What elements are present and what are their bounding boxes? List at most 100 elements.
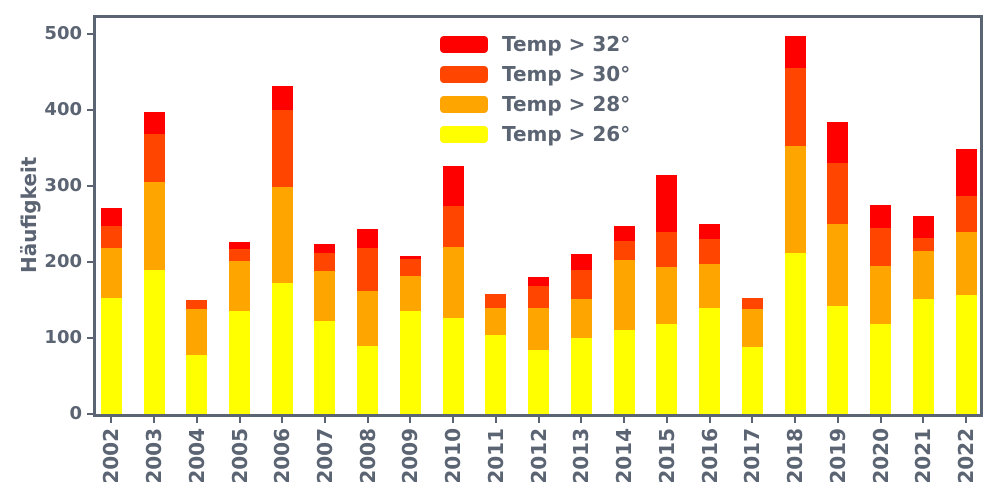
bar-segment bbox=[613, 260, 635, 330]
bar-2017 bbox=[741, 298, 763, 414]
x-tick-mark bbox=[366, 417, 369, 423]
x-tick-label: 2011 bbox=[483, 428, 508, 484]
x-tick-label: 2014 bbox=[612, 428, 637, 484]
bars-layer bbox=[96, 18, 980, 414]
bar-segment bbox=[955, 195, 977, 232]
bar-segment bbox=[656, 267, 678, 325]
bar-segment bbox=[100, 208, 122, 227]
bar-segment bbox=[528, 308, 550, 351]
bar-segment bbox=[100, 247, 122, 298]
x-tick-mark bbox=[922, 417, 925, 423]
bar-segment bbox=[485, 308, 507, 335]
x-tick-label: 2020 bbox=[868, 428, 893, 484]
x-tick-label: 2003 bbox=[142, 428, 167, 484]
bar-segment bbox=[656, 231, 678, 268]
bar-segment bbox=[528, 285, 550, 309]
bar-segment bbox=[271, 85, 293, 110]
bar-segment bbox=[399, 258, 421, 277]
x-tick-mark bbox=[452, 417, 455, 423]
bar-segment bbox=[570, 270, 592, 300]
legend-swatch bbox=[440, 96, 488, 113]
bar-segment bbox=[229, 310, 250, 414]
bar-2018 bbox=[784, 35, 806, 414]
x-tick-label: 2004 bbox=[184, 428, 209, 484]
bar-segment bbox=[100, 297, 122, 414]
bar-2004 bbox=[186, 300, 208, 414]
bar-segment bbox=[271, 110, 293, 187]
x-tick-label: 2013 bbox=[569, 428, 594, 484]
x-tick-label: 2012 bbox=[526, 428, 551, 484]
x-tick-mark bbox=[238, 417, 241, 423]
bar-segment bbox=[186, 354, 208, 414]
bar-segment bbox=[399, 311, 421, 414]
bar-2022 bbox=[955, 148, 977, 414]
bar-segment bbox=[399, 276, 421, 312]
bar-2019 bbox=[827, 122, 849, 414]
bar-segment bbox=[442, 246, 464, 319]
x-tick-label: 2015 bbox=[654, 428, 679, 484]
bar-2020 bbox=[870, 205, 892, 414]
bar-2016 bbox=[699, 224, 721, 414]
bar-2012 bbox=[528, 277, 550, 414]
bar-2003 bbox=[143, 111, 165, 414]
bar-2010 bbox=[442, 166, 464, 414]
x-tick-label: 2021 bbox=[911, 428, 936, 484]
legend: Temp > 32° Temp > 30° Temp > 28° Temp > 26° bbox=[440, 32, 631, 156]
x-tick-mark bbox=[494, 417, 497, 423]
bar-segment bbox=[485, 293, 507, 309]
x-tick-mark bbox=[965, 417, 967, 423]
bar-2013 bbox=[570, 253, 592, 414]
bar-segment bbox=[955, 148, 977, 196]
bar-segment bbox=[357, 345, 379, 414]
x-tick-label: 2018 bbox=[783, 428, 808, 484]
bar-2006 bbox=[271, 85, 293, 414]
bar-segment bbox=[570, 299, 592, 338]
bar-2002 bbox=[100, 208, 122, 414]
bar-segment bbox=[229, 249, 250, 262]
legend-row: Temp > 26° bbox=[440, 122, 631, 146]
bar-segment bbox=[143, 182, 165, 270]
x-tick-mark bbox=[153, 417, 156, 423]
bar-segment bbox=[442, 205, 464, 247]
bar-2007 bbox=[314, 243, 336, 414]
bar-2014 bbox=[613, 226, 635, 414]
legend-swatch bbox=[440, 66, 488, 83]
bar-segment bbox=[271, 282, 293, 414]
bar-segment bbox=[613, 226, 635, 241]
legend-label: Temp > 32° bbox=[502, 32, 631, 56]
bar-segment bbox=[314, 252, 336, 272]
legend-label: Temp > 26° bbox=[502, 122, 631, 146]
bar-segment bbox=[827, 122, 849, 164]
bar-segment bbox=[955, 231, 977, 296]
bar-segment bbox=[485, 334, 507, 414]
bar-segment bbox=[699, 224, 721, 240]
x-tick-mark bbox=[580, 417, 583, 423]
bar-segment bbox=[100, 226, 122, 248]
bar-segment bbox=[186, 300, 208, 310]
x-tick-label: 2022 bbox=[954, 428, 978, 484]
x-tick-mark bbox=[195, 417, 198, 423]
legend-row: Temp > 32° bbox=[440, 32, 631, 56]
x-tick-label: 2002 bbox=[99, 428, 124, 484]
bar-2011 bbox=[485, 293, 507, 414]
bar-segment bbox=[528, 350, 550, 414]
bar-segment bbox=[784, 145, 806, 253]
legend-row: Temp > 30° bbox=[440, 64, 630, 84]
bar-segment bbox=[827, 163, 849, 224]
bar-segment bbox=[143, 269, 165, 414]
bar-segment bbox=[613, 329, 635, 414]
bar-segment bbox=[570, 253, 592, 271]
bar-segment bbox=[186, 309, 208, 355]
plot-area: Temp > 32° Temp > 30° Temp > 28° Temp > 26° bbox=[93, 15, 983, 417]
bar-segment bbox=[314, 271, 336, 322]
legend-label: Temp > 28° bbox=[502, 92, 631, 116]
bar-segment bbox=[827, 224, 849, 307]
bar-2005 bbox=[229, 242, 250, 414]
bar-segment bbox=[870, 324, 892, 414]
x-tick-mark bbox=[708, 417, 711, 423]
bar-segment bbox=[229, 261, 250, 311]
x-tick-label: 2006 bbox=[270, 428, 295, 484]
bar-segment bbox=[656, 175, 678, 232]
x-tick-label: 2005 bbox=[227, 428, 252, 484]
y-axis-title: Häufigkeit bbox=[17, 156, 41, 274]
